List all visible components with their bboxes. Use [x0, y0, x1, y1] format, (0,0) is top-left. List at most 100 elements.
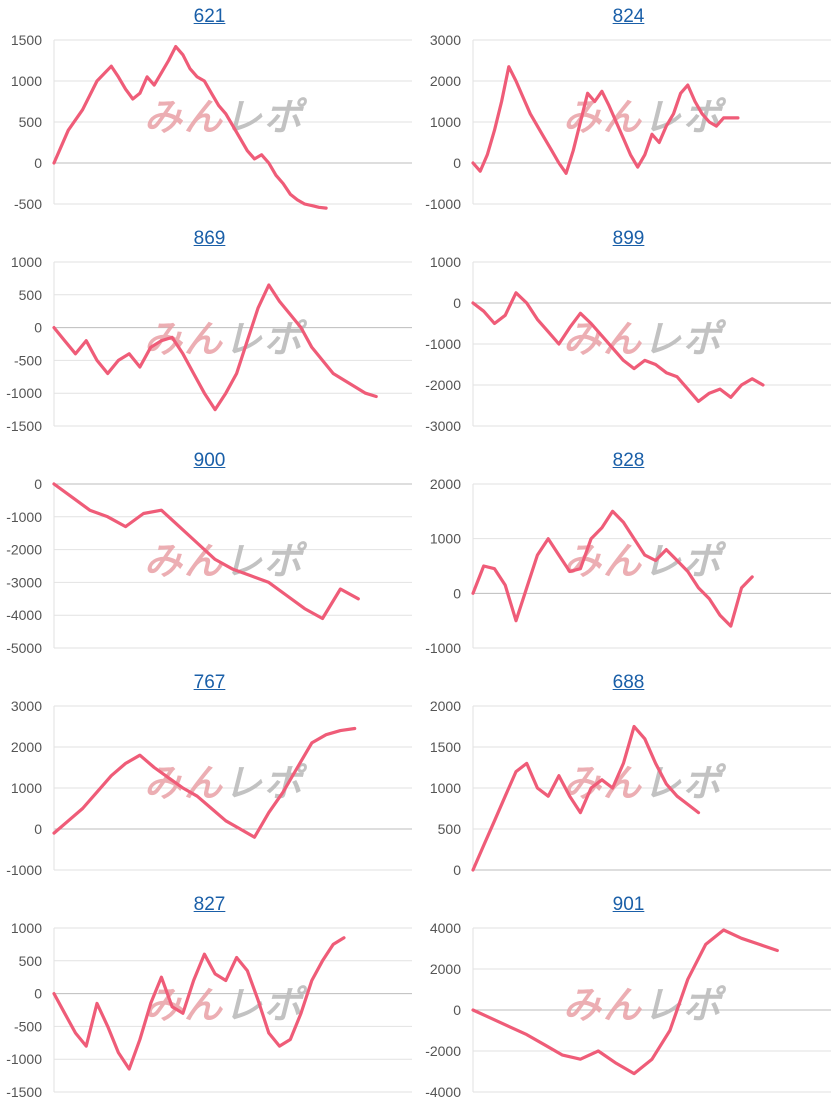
series-line: [471, 65, 740, 175]
chart-panel-900: 900 0 -1000 -2000 -3000 -4000 -5000 みんレポ: [0, 444, 419, 666]
series-line: [52, 44, 328, 210]
watermark-logo: みんレポ: [144, 95, 308, 139]
line-chart: 1500 1000 500 0 -500 みんレポ: [11, 32, 412, 212]
line-chart: 3000 2000 1000 0 -1000 みんレポ: [6, 698, 412, 878]
y-tick-label: 0: [34, 155, 42, 171]
chart-title-link[interactable]: 827: [193, 894, 226, 915]
series-line: [52, 283, 378, 412]
y-tick-label: 1000: [430, 114, 461, 130]
y-tick-label: 2000: [430, 698, 461, 714]
chart-panel-827: 827 1000 500 0 -500 -1000 -1500 みんレポ: [0, 888, 419, 1110]
y-tick-label: 2000: [430, 476, 461, 492]
y-tick-label: 2000: [430, 73, 461, 89]
y-tick-label: -2000: [425, 377, 461, 393]
y-tick-label: -1000: [425, 336, 461, 352]
y-tick-label: -4000: [425, 1084, 461, 1100]
y-tick-label: -4000: [6, 607, 42, 623]
y-tick-label: 3000: [430, 32, 461, 48]
chart-panel-899: 899 1000 0 -1000 -2000 -3000 みんレポ: [419, 222, 838, 444]
chart-title-link[interactable]: 899: [612, 228, 645, 249]
y-tick-label: -500: [14, 352, 42, 368]
line-chart: 3000 2000 1000 0 -1000 みんレポ: [425, 32, 831, 212]
watermark-logo: みんレポ: [563, 983, 727, 1027]
y-tick-label: 500: [19, 953, 43, 969]
y-tick-label: 0: [453, 155, 461, 171]
watermark-logo: みんレポ: [144, 317, 308, 361]
watermark-logo: みんレポ: [144, 761, 308, 805]
y-tick-label: -2000: [425, 1043, 461, 1059]
chart-panel-869: 869 1000 500 0 -500 -1000 -1500 みんレポ: [0, 222, 419, 444]
y-tick-label: 1000: [11, 73, 42, 89]
line-chart: 4000 2000 0 -2000 -4000 みんレポ: [425, 920, 831, 1100]
chart-title-link[interactable]: 828: [612, 450, 645, 471]
y-tick-label: 500: [19, 114, 43, 130]
watermark-logo: みんレポ: [563, 317, 727, 361]
watermark-logo: みんレポ: [563, 761, 727, 805]
y-tick-label: 500: [438, 821, 462, 837]
y-tick-label: -3000: [425, 418, 461, 434]
y-tick-label: 1500: [11, 32, 42, 48]
y-tick-label: 4000: [430, 920, 461, 936]
chart-panel-767: 767 3000 2000 1000 0 -1000 みんレポ: [0, 666, 419, 888]
watermark-logo: みんレポ: [144, 539, 308, 583]
line-chart: 1000 500 0 -500 -1000 -1500 みんレポ: [6, 920, 412, 1100]
series-line: [471, 509, 754, 628]
series-line: [471, 724, 701, 872]
y-tick-label: 0: [34, 476, 42, 492]
series-line: [52, 726, 357, 839]
chart-title-link[interactable]: 901: [612, 894, 645, 915]
line-chart: 0 -1000 -2000 -3000 -4000 -5000 みんレポ: [6, 476, 412, 656]
y-tick-label: -5000: [6, 640, 42, 656]
y-tick-label: 0: [453, 295, 461, 311]
y-tick-label: -1000: [6, 1051, 42, 1067]
y-tick-label: 0: [34, 821, 42, 837]
y-tick-label: -1000: [425, 196, 461, 212]
y-tick-label: -1000: [6, 385, 42, 401]
y-tick-label: -2000: [6, 542, 42, 558]
chart-panel-828: 828 2000 1000 0 -1000 みんレポ: [419, 444, 838, 666]
y-tick-label: 2000: [11, 739, 42, 755]
chart-title-link[interactable]: 869: [193, 228, 226, 249]
series-line: [471, 928, 779, 1076]
watermark-logo: みんレポ: [144, 983, 308, 1027]
series-line: [52, 482, 360, 621]
watermark-logo: みんレポ: [563, 95, 727, 139]
chart-title-link[interactable]: 621: [193, 6, 226, 27]
y-tick-label: -1500: [6, 418, 42, 434]
series-line: [471, 291, 765, 403]
y-tick-label: 0: [453, 585, 461, 601]
y-tick-label: -500: [14, 1018, 42, 1034]
y-tick-label: 2000: [430, 961, 461, 977]
y-tick-label: 3000: [11, 698, 42, 714]
y-tick-label: 0: [453, 1002, 461, 1018]
y-tick-label: 1000: [430, 254, 461, 270]
y-tick-label: 1500: [430, 739, 461, 755]
y-tick-label: 0: [34, 986, 42, 1002]
line-chart: 2000 1500 1000 500 0 みんレポ: [430, 698, 831, 878]
line-chart: 1000 500 0 -500 -1000 -1500 みんレポ: [6, 254, 412, 434]
y-tick-label: 1000: [11, 780, 42, 796]
series-line: [52, 936, 346, 1071]
y-tick-label: 1000: [430, 531, 461, 547]
y-tick-label: 0: [453, 862, 461, 878]
y-tick-label: 0: [34, 320, 42, 336]
y-tick-label: -1000: [6, 509, 42, 525]
chart-title-link[interactable]: 688: [612, 672, 645, 693]
chart-panel-688: 688 2000 1500 1000 500 0 みんレポ: [419, 666, 838, 888]
chart-title-link[interactable]: 767: [193, 672, 226, 693]
chart-title-link[interactable]: 824: [612, 6, 645, 27]
y-tick-label: -3000: [6, 574, 42, 590]
y-tick-label: 500: [19, 287, 43, 303]
y-tick-label: 1000: [430, 780, 461, 796]
chart-panel-824: 824 3000 2000 1000 0 -1000 みんレポ: [419, 0, 838, 222]
chart-panel-901: 901 4000 2000 0 -2000 -4000 みんレポ: [419, 888, 838, 1110]
y-tick-label: -1000: [6, 862, 42, 878]
y-tick-label: -500: [14, 196, 42, 212]
line-chart: 1000 0 -1000 -2000 -3000 みんレポ: [425, 254, 831, 434]
y-tick-label: 1000: [11, 920, 42, 936]
chart-title-link[interactable]: 900: [193, 450, 226, 471]
chart-panel-621: 621 1500 1000 500 0 -500 みんレポ: [0, 0, 419, 222]
y-tick-label: -1500: [6, 1084, 42, 1100]
y-tick-label: 1000: [11, 254, 42, 270]
